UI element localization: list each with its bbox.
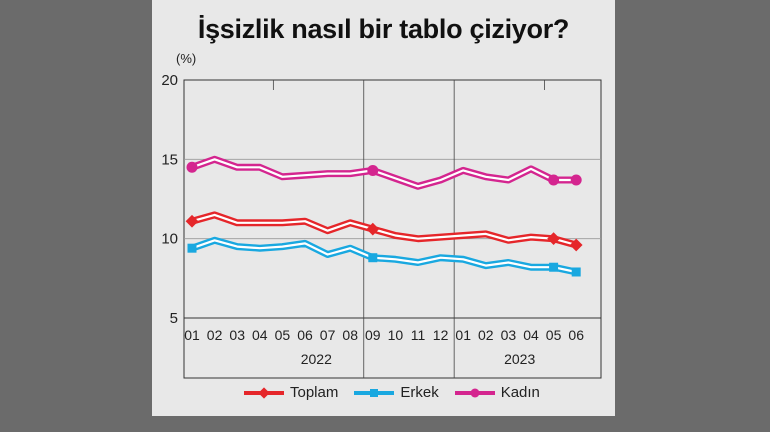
legend-item-erkek: Erkek bbox=[352, 384, 439, 401]
legend-swatch-erkek bbox=[354, 388, 395, 397]
x-tick-label: 02 bbox=[207, 327, 223, 343]
data-point-erkek bbox=[368, 253, 378, 263]
data-point-erkek bbox=[571, 267, 581, 277]
x-tick-label: 01 bbox=[184, 327, 200, 343]
data-point-kadn bbox=[548, 174, 560, 186]
data-point-kadn bbox=[570, 174, 582, 186]
x-tick-label: 06 bbox=[297, 327, 313, 343]
year-label: 2023 bbox=[504, 351, 535, 367]
data-point-toplam bbox=[547, 232, 560, 246]
legend-item-toplam: Toplam bbox=[242, 384, 338, 401]
x-tick-label: 06 bbox=[568, 327, 584, 343]
y-tick-label: 5 bbox=[170, 310, 178, 327]
x-tick-label: 04 bbox=[523, 327, 539, 343]
series-line-toplam bbox=[191, 211, 578, 249]
x-tick-label: 05 bbox=[275, 327, 291, 343]
y-tick-label: 10 bbox=[161, 231, 178, 248]
series-line-inner-kadn bbox=[191, 158, 577, 188]
series-line-erkek bbox=[190, 236, 577, 276]
x-tick-label: 04 bbox=[252, 327, 268, 343]
x-tick-label: 11 bbox=[411, 327, 426, 343]
chart-legend: Toplam Erkek Kadın bbox=[242, 384, 540, 401]
data-point-kadn bbox=[186, 161, 198, 173]
legend-swatch-toplam bbox=[244, 386, 284, 399]
legend-item-kadn: Kadın bbox=[453, 384, 540, 401]
data-point-kadn bbox=[367, 164, 379, 176]
line-chart: 5 10 15 20 01 02 03 04 05 06 07 08 09 10 11 12 2022 01 02 0… bbox=[161, 72, 602, 379]
series-line-kadn bbox=[190, 155, 577, 190]
x-tick-label: 02 bbox=[478, 327, 494, 343]
x-tick-label: 10 bbox=[388, 327, 404, 343]
x-tick-label: 07 bbox=[320, 327, 336, 343]
legend-label-erkek: Erkek bbox=[400, 384, 439, 401]
x-tick-label: 09 bbox=[365, 327, 381, 343]
data-point-toplam bbox=[366, 222, 380, 236]
legend-swatch-kadn bbox=[454, 388, 495, 397]
x-tick-label: 03 bbox=[229, 327, 245, 343]
year-label: 2022 bbox=[301, 351, 332, 367]
y-tick-label: 15 bbox=[161, 151, 178, 168]
x-tick-label: 08 bbox=[342, 327, 358, 343]
x-tick-label: 01 bbox=[455, 327, 471, 343]
y-unit-label: (%) bbox=[176, 51, 197, 66]
chart-panel: İşsizlik nasıl bir tablo çiziyor? (%) 5 1… bbox=[152, 0, 615, 416]
x-tick-label: 05 bbox=[546, 327, 562, 343]
chart-title: İşsizlik nasıl bir tablo çiziyor? bbox=[197, 14, 570, 44]
legend-label-kadn: Kadın bbox=[500, 384, 540, 401]
data-point-toplam bbox=[185, 214, 199, 228]
x-tick-label: 12 bbox=[433, 327, 449, 343]
series-line-inner-toplam bbox=[191, 213, 577, 247]
legend-label-toplam: Toplam bbox=[290, 384, 339, 401]
data-point-erkek bbox=[187, 243, 197, 253]
plot-frame bbox=[183, 79, 602, 379]
x-tick-label: 03 bbox=[501, 327, 517, 343]
data-point-erkek bbox=[549, 262, 559, 272]
series-line-inner-erkek bbox=[191, 239, 577, 274]
y-tick-label: 20 bbox=[161, 72, 178, 89]
